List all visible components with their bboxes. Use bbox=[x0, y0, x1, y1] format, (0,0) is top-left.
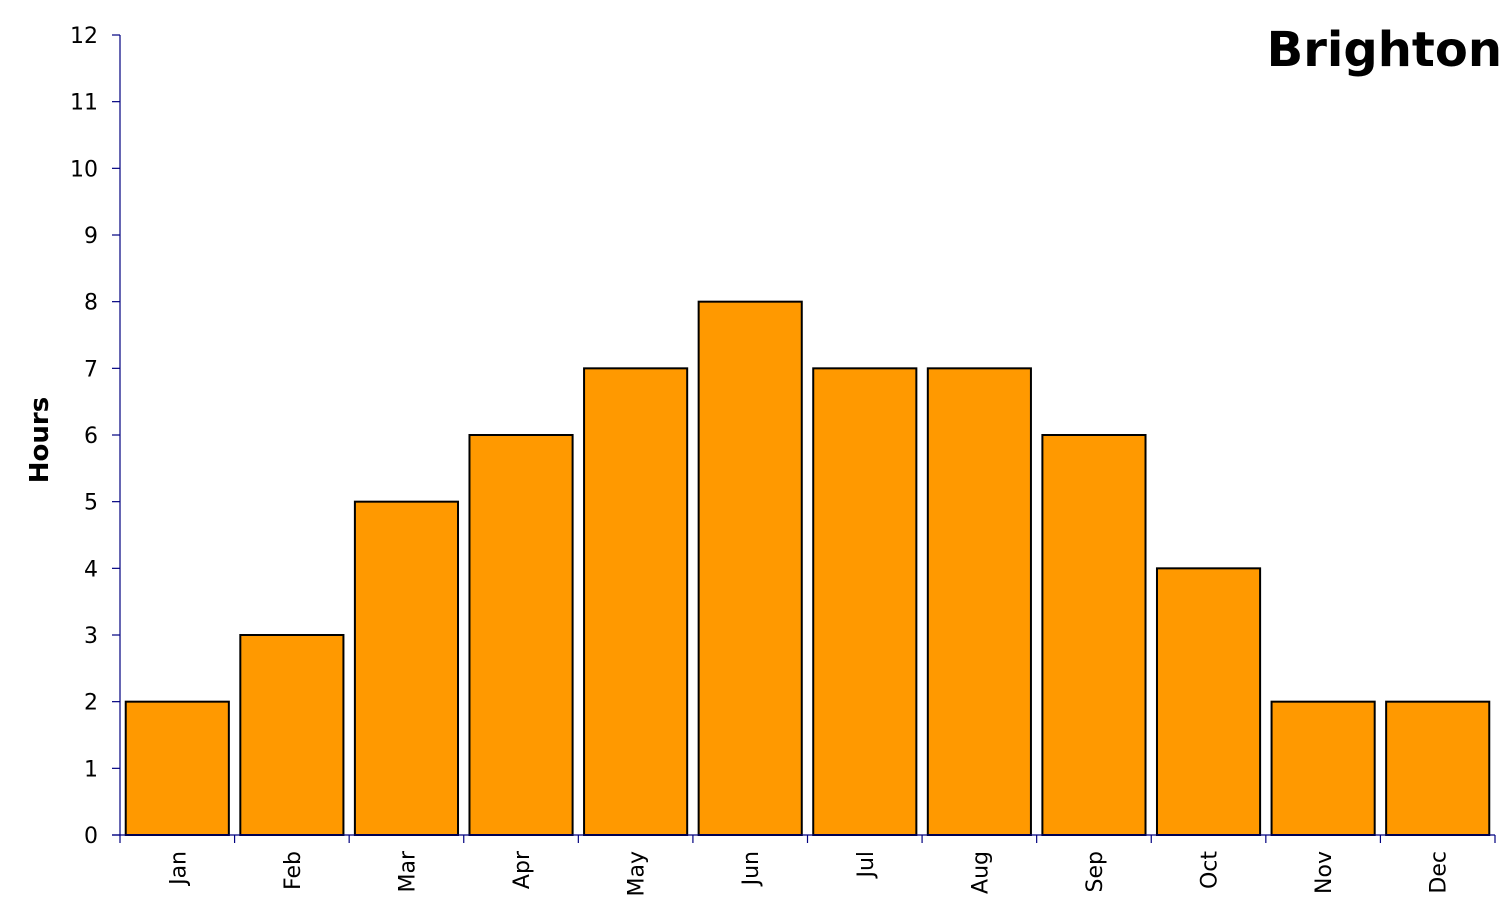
x-tick-label: Jul bbox=[854, 851, 879, 880]
x-tick-label: Jun bbox=[739, 851, 764, 887]
x-tick-label: Aug bbox=[968, 851, 993, 894]
y-tick-label: 10 bbox=[70, 157, 98, 182]
y-tick-label: 2 bbox=[84, 691, 98, 716]
bar-jan bbox=[124, 700, 230, 837]
y-tick-label: 12 bbox=[70, 24, 98, 49]
y-tick-label: 8 bbox=[84, 291, 98, 316]
x-tick-label: Apr bbox=[510, 850, 535, 889]
bar-nov bbox=[1270, 700, 1376, 837]
bar-aug bbox=[926, 367, 1032, 836]
x-tick-label: Oct bbox=[1198, 851, 1223, 889]
x-tick-label: Sep bbox=[1083, 851, 1108, 892]
y-axis-label: Hours bbox=[25, 397, 55, 483]
x-tick-label: Feb bbox=[281, 851, 306, 890]
y-tick-label: 6 bbox=[84, 424, 98, 449]
bar-jun bbox=[697, 300, 803, 836]
bar-oct bbox=[1155, 567, 1262, 836]
bar-jul bbox=[812, 367, 918, 836]
y-tick-label: 5 bbox=[84, 491, 98, 516]
x-tick-label: Dec bbox=[1427, 851, 1452, 894]
y-tick-label: 7 bbox=[84, 357, 98, 382]
bar-mar bbox=[353, 500, 460, 836]
y-tick-label: 1 bbox=[84, 757, 98, 782]
x-tick-label: May bbox=[625, 851, 650, 896]
bar-may bbox=[583, 367, 689, 836]
chart-title: Brighton bbox=[1267, 22, 1502, 78]
y-tick-label: 4 bbox=[84, 557, 98, 582]
y-tick-label: 9 bbox=[84, 224, 98, 249]
y-tick-label: 3 bbox=[84, 624, 98, 649]
bar-feb bbox=[239, 634, 345, 836]
bar-apr bbox=[468, 434, 574, 836]
x-tick-label: Nov bbox=[1312, 851, 1337, 894]
x-tick-label: Jan bbox=[166, 851, 191, 887]
bar-sep bbox=[1041, 434, 1147, 836]
bar-dec bbox=[1385, 700, 1491, 837]
y-tick-label: 0 bbox=[84, 824, 98, 849]
y-tick-label: 11 bbox=[70, 91, 98, 116]
x-tick-label: Mar bbox=[395, 850, 420, 892]
